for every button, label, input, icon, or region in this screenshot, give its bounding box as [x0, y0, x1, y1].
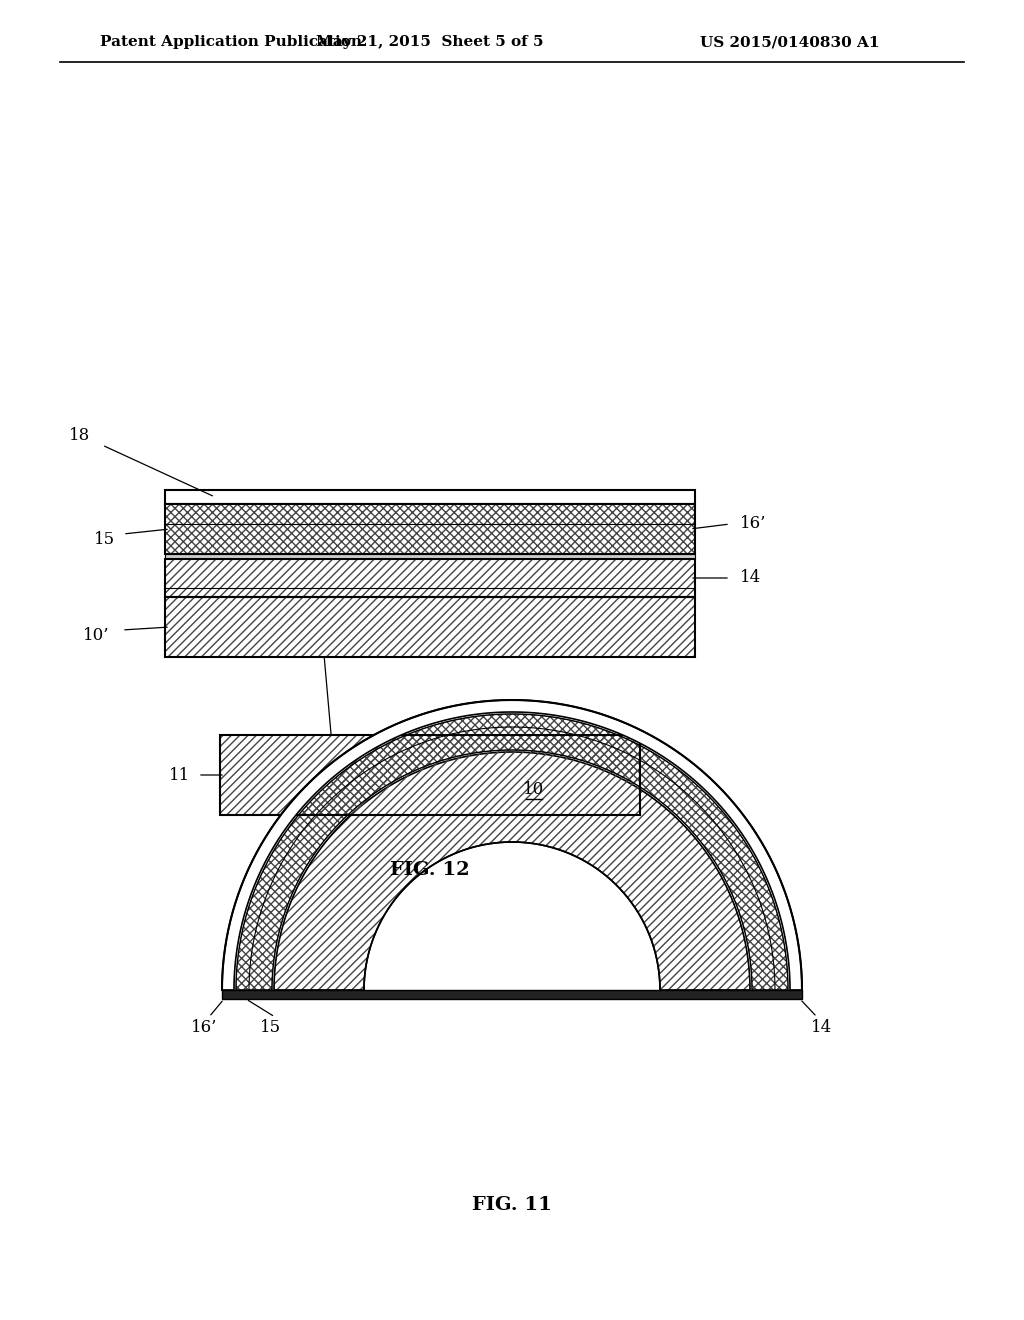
Bar — [165, 504, 695, 554]
Text: 14: 14 — [740, 569, 761, 586]
Text: May 21, 2015  Sheet 5 of 5: May 21, 2015 Sheet 5 of 5 — [316, 36, 544, 49]
Bar — [165, 558, 695, 597]
Text: 18: 18 — [69, 426, 90, 444]
Text: 14: 14 — [811, 1019, 833, 1035]
Text: 16’: 16’ — [190, 1019, 217, 1035]
Bar — [222, 990, 802, 999]
Bar — [165, 558, 695, 597]
Text: 10’: 10’ — [83, 627, 110, 644]
Text: 11: 11 — [169, 767, 190, 784]
Bar — [220, 735, 640, 814]
Text: Patent Application Publication: Patent Application Publication — [100, 36, 362, 49]
Bar — [165, 504, 695, 554]
Text: 15: 15 — [259, 1019, 281, 1035]
Text: 10: 10 — [523, 781, 545, 799]
Text: 16’: 16’ — [740, 516, 767, 532]
Bar — [165, 558, 695, 597]
Bar — [165, 597, 695, 657]
Polygon shape — [236, 714, 788, 990]
Polygon shape — [274, 752, 750, 990]
Bar — [165, 490, 695, 504]
Text: FIG. 12: FIG. 12 — [390, 861, 470, 879]
Bar — [220, 735, 640, 814]
Text: US 2015/0140830 A1: US 2015/0140830 A1 — [700, 36, 880, 49]
Text: 18: 18 — [286, 623, 307, 640]
Text: 15: 15 — [94, 531, 115, 548]
Bar — [165, 597, 695, 657]
Polygon shape — [222, 700, 802, 990]
Bar — [165, 504, 695, 554]
Bar — [220, 735, 640, 814]
Bar — [165, 597, 695, 657]
Bar — [165, 554, 695, 558]
Text: FIG. 11: FIG. 11 — [472, 1196, 552, 1214]
